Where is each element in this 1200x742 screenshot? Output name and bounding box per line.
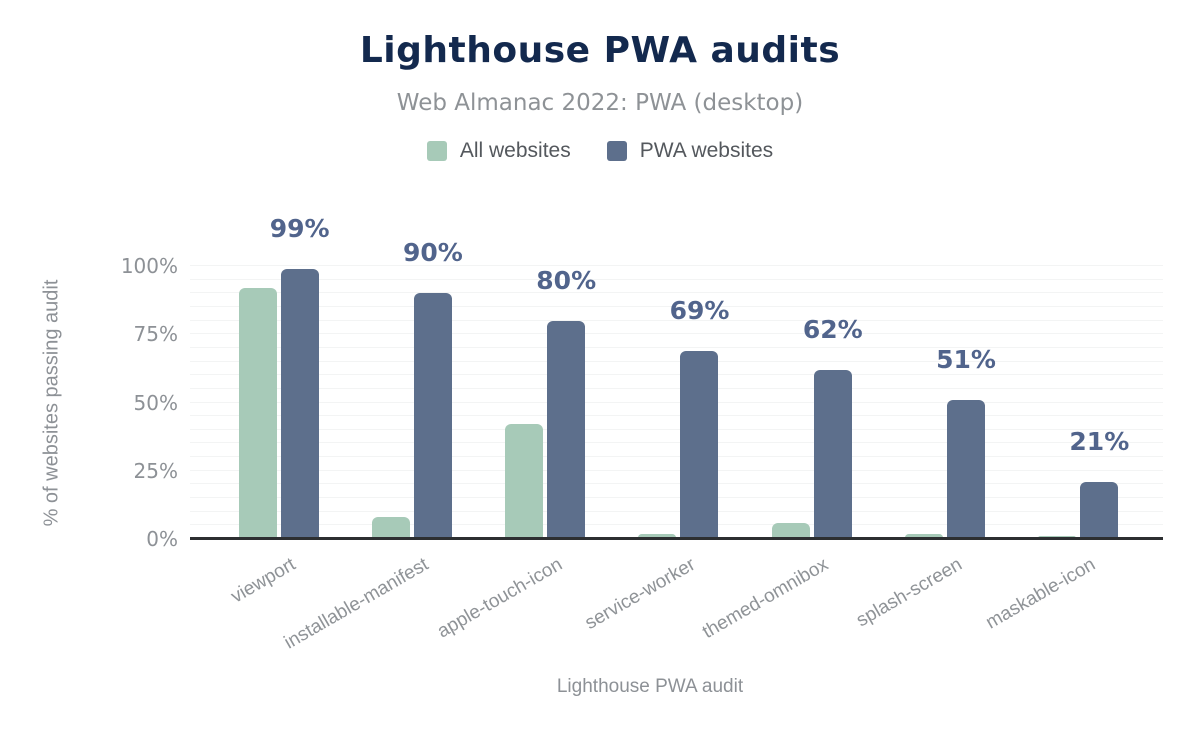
gridline: [190, 456, 1163, 458]
gridline: [190, 278, 1163, 280]
gridline: [190, 305, 1163, 307]
bar-groups: viewport 99% installable-manifest 90% apple-…: [190, 216, 1163, 654]
gridline: [190, 346, 1163, 348]
gridline: [190, 483, 1163, 485]
data-label-installable-manifest: 90%: [403, 238, 463, 268]
legend-label: PWA websites: [639, 139, 774, 162]
gridline: [190, 442, 1163, 444]
figure-title: Lighthouse PWA audits: [359, 30, 841, 71]
bar-pwa-websites-themed-omnibox: [813, 369, 852, 539]
x-tick-service-worker: service-worker: [581, 554, 699, 634]
gridline: [190, 469, 1163, 471]
gridline: [190, 333, 1163, 335]
legend-swatch-pwa-websites: [606, 141, 627, 161]
y-tick-0: 0%: [146, 527, 178, 551]
bar-all-websites-themed-omnibox: [771, 522, 810, 539]
gridline: [190, 374, 1163, 376]
bar-pair-themed-omnibox: 62%: [771, 317, 863, 539]
plot-area: viewport 99% installable-manifest 90% apple-…: [190, 216, 1163, 654]
x-tick-apple-touch-icon: apple-touch-icon: [433, 554, 566, 643]
bar-group-themed-omnibox: themed-omnibox 62%: [699, 266, 878, 643]
bar-pair-maskable-icon: 21%: [1038, 429, 1129, 539]
bar-all-websites-service-worker: [638, 533, 677, 539]
figure-subtitle: Web Almanac 2022: PWA (desktop): [396, 90, 804, 116]
bar-pair-apple-touch-icon: 80%: [505, 268, 596, 539]
bar-pwa-websites-apple-touch-icon: [547, 320, 586, 539]
bar-pwa-websites-splash-screen: [947, 399, 986, 539]
bar-pwa-websites-installable-manifest: [413, 293, 452, 539]
legend: All websites PWA websites: [0, 139, 1200, 163]
x-tick-installable-manifest: installable-manifest: [281, 554, 433, 654]
bar-pwa-websites-viewport: [280, 268, 319, 539]
y-tick-100: 100%: [120, 254, 178, 278]
bar-group-installable-manifest: installable-manifest 90%: [281, 240, 478, 653]
gridline: [190, 510, 1163, 512]
gridline: [190, 497, 1163, 499]
x-tick-viewport: viewport: [227, 554, 300, 608]
bar-pair-splash-screen: 51%: [905, 347, 996, 539]
legend-label: All websites: [459, 139, 571, 162]
bar-group-maskable-icon: maskable-icon 21%: [982, 266, 1145, 634]
bar-group-apple-touch-icon: apple-touch-icon 80%: [434, 266, 612, 643]
bar-pwa-websites-service-worker: [680, 350, 719, 539]
legend-swatch-all-websites: [426, 141, 447, 161]
y-tick-50: 50%: [133, 390, 178, 415]
legend-item-all-websites: All websites: [426, 139, 571, 163]
gridline: [190, 401, 1163, 403]
bar-pair-service-worker: 69%: [638, 298, 729, 539]
bar-group-splash-screen: splash-screen 51%: [853, 266, 1011, 632]
x-tick-maskable-icon: maskable-icon: [982, 554, 1099, 634]
gridline: [190, 265, 1163, 266]
bar-pair-viewport: 99%: [238, 216, 330, 539]
gridline: [190, 319, 1163, 321]
data-label-service-worker: 69%: [669, 295, 730, 325]
bar-pwa-websites-maskable-icon: [1080, 481, 1119, 539]
bar-all-websites-apple-touch-icon: [505, 424, 544, 539]
data-label-viewport: 99%: [269, 213, 330, 243]
bar-pair-installable-manifest: 90%: [371, 240, 463, 539]
gridline: [190, 292, 1163, 294]
x-axis-line: [190, 537, 1163, 540]
y-axis-title: % of websites passing audit: [40, 279, 63, 527]
gridline: [190, 524, 1163, 526]
gridline: [190, 360, 1163, 362]
bar-group-viewport: viewport 99%: [212, 216, 345, 608]
y-tick-75: 75%: [133, 322, 178, 347]
x-axis-title: Lighthouse PWA audit: [556, 676, 744, 697]
bar-all-websites-installable-manifest: [371, 517, 410, 539]
x-tick-splash-screen: splash-screen: [852, 554, 966, 632]
y-tick-25: 25%: [133, 458, 178, 483]
data-label-apple-touch-icon: 80%: [536, 265, 597, 295]
bar-all-websites-viewport: [238, 287, 277, 539]
data-label-maskable-icon: 21%: [1069, 426, 1130, 456]
bar-group-service-worker: service-worker 69%: [582, 266, 745, 634]
gridline: [190, 387, 1163, 389]
gridline: [190, 428, 1163, 430]
data-label-themed-omnibox: 62%: [802, 314, 863, 344]
gridline: [190, 415, 1163, 417]
x-tick-themed-omnibox: themed-omnibox: [699, 554, 833, 643]
bar-all-websites-splash-screen: [905, 533, 944, 539]
data-label-splash-screen: 51%: [936, 344, 996, 374]
legend-item-pwa-websites: PWA websites: [606, 139, 774, 163]
